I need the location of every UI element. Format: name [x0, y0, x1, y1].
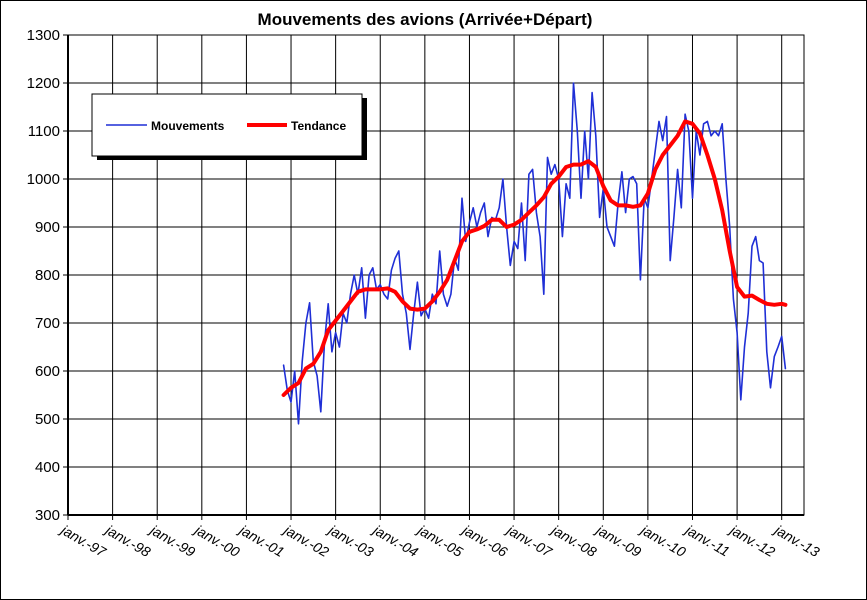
- x-tick-label: janv.-97: [57, 521, 110, 561]
- x-tick-label: janv.-12: [726, 521, 778, 560]
- x-tick-label: janv.-13: [770, 521, 822, 560]
- series-lines: [281, 82, 788, 425]
- legend: Mouvements Tendance: [91, 93, 367, 160]
- x-tick-label: janv.-06: [458, 521, 510, 560]
- y-tick-label: 500: [35, 411, 60, 428]
- y-tick-label: 800: [35, 267, 60, 284]
- x-tick-label: janv.-03: [324, 521, 376, 560]
- y-tick-label: 600: [35, 363, 60, 380]
- x-tick-label: janv.-11: [681, 521, 732, 560]
- x-tick-label: janv.-01: [235, 521, 287, 560]
- x-tick-label: janv.-00: [191, 521, 243, 560]
- x-tick-label: janv.-02: [280, 521, 332, 560]
- x-tick-label: janv.-04: [369, 521, 421, 560]
- legend-label-mouvements: Mouvements: [151, 119, 225, 133]
- y-tick-label: 400: [35, 459, 60, 476]
- y-tick-label: 900: [35, 219, 60, 236]
- legend-label-tendance: Tendance: [291, 119, 346, 133]
- y-tick-label: 1300: [27, 27, 60, 44]
- y-tick-label: 1000: [27, 171, 60, 188]
- x-tick-label: janv.-07: [503, 521, 556, 561]
- y-tick-label: 700: [35, 315, 60, 332]
- chart-title: Mouvements des avions (Arrivée+Départ): [258, 10, 593, 29]
- x-tick-label: janv.-98: [101, 521, 153, 560]
- x-axis-ticks: janv.-97janv.-98janv.-99janv.-00janv.-01…: [57, 515, 823, 561]
- x-tick-label: janv.-10: [637, 521, 689, 560]
- series-line-tendance: [281, 119, 788, 397]
- x-tick-label: janv.-05: [414, 521, 466, 560]
- x-tick-label: janv.-09: [592, 521, 644, 560]
- y-tick-label: 1100: [28, 123, 60, 140]
- x-tick-label: janv.-08: [547, 521, 599, 560]
- y-tick-label: 1200: [27, 75, 60, 92]
- y-axis-ticks: 300 400 500 600 700 800 900 1000 1100 1200 1300: [27, 27, 68, 524]
- x-tick-label: janv.-99: [146, 521, 198, 560]
- y-tick-label: 300: [35, 507, 60, 524]
